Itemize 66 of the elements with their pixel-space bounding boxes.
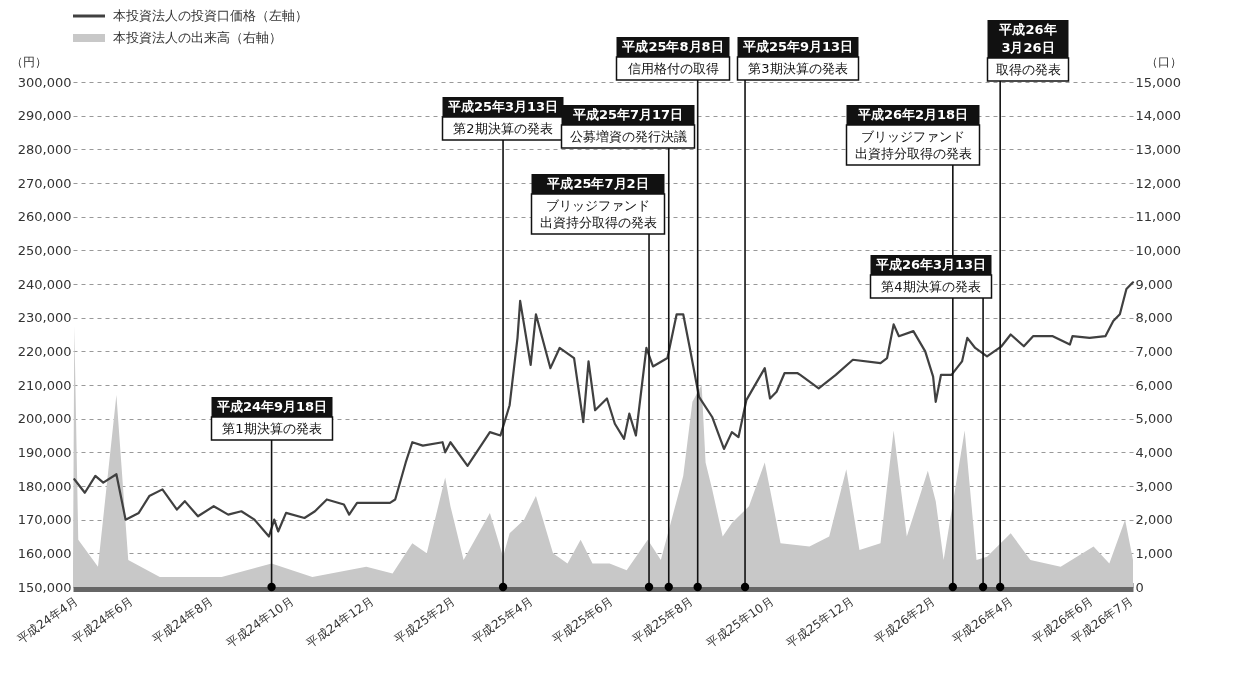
text: 平成26年3月26日 [998,22,1057,55]
x-tick-label: 平成25年4月 [469,593,536,646]
legend-label: 本投資法人の出来高（右軸） [113,30,282,45]
y2-tick-label: 12,000 [1135,175,1181,191]
text: 平成25年9月13日 [741,39,854,54]
text: 平成25年8月8日 [621,39,724,54]
y-tick-label: 210,000 [17,377,72,393]
annotation: 第4期決算の発表 [881,278,981,294]
line-series [73,281,1135,538]
y2-tick-label: 4,000 [1135,444,1173,460]
annotation: 公募増資の発行決議 [569,128,687,144]
annotation: 平成25年7月17日 [571,107,684,122]
y-tick-label: 270,000 [17,175,72,191]
y2-tick-label: 11,000 [1135,209,1181,225]
y-tick-label: 170,000 [17,512,72,528]
annotation: ブリッジファンド出資持分取得の発表 [854,128,972,161]
y-tick-label: 300,000 [17,74,72,90]
x-tick-label: 平成25年10月 [703,593,777,651]
y-tick-label: 180,000 [17,478,72,494]
annotation: 第3期決算の発表 [748,60,848,76]
y2-tick-label: 7,000 [1135,343,1173,359]
annotation: 信用格付の取得 [627,60,719,76]
y-tick-label: 220,000 [17,343,72,359]
annotation: 平成26年2月18日 [856,107,969,122]
y2-tick-label: 8,000 [1135,310,1173,326]
x-tick-label: 平成26年4月 [949,593,1016,646]
annotation: 平成25年3月13日 [446,99,559,114]
y2-tick-label: 0 [1135,579,1144,595]
y2-axis-title: （口） [1145,54,1182,69]
y2-tick-label: 3,000 [1135,478,1173,494]
y2-tick-label: 5,000 [1135,411,1173,427]
y-tick-label: 150,000 [17,579,72,595]
y-axis-title: （円） [10,54,47,69]
y2-tick-label: 1,000 [1135,545,1173,561]
annotation: 平成26年3月13日 [874,257,987,272]
annotation: 取得の発表 [995,61,1061,77]
y2-tick-label: 15,000 [1135,74,1181,90]
annotation: 第2期決算の発表 [453,120,553,136]
y-tick-label: 230,000 [17,310,72,326]
annotation: 平成25年7月2日 [546,176,649,191]
x-tick-label: 平成24年12月 [303,593,377,651]
x-tick-label: 平成25年12月 [783,593,857,651]
annotation: 第1期決算の発表 [222,420,322,436]
y2-tick-label: 6,000 [1135,377,1173,393]
y-tick-label: 190,000 [17,444,72,460]
y-tick-label: 260,000 [17,209,72,225]
y-tick-label: 250,000 [17,242,72,258]
x-tick-label: 平成24年10月 [223,593,297,651]
y2-tick-label: 2,000 [1135,512,1173,528]
x-tick-label: 平成25年6月 [549,593,616,646]
annotation: 平成24年9月18日 [215,399,328,414]
y2-tick-label: 14,000 [1135,108,1181,124]
y-tick-label: 200,000 [17,411,72,427]
x-tick-label: 平成25年2月 [391,593,458,646]
y-tick-label: 240,000 [17,276,72,292]
y2-tick-label: 13,000 [1135,141,1181,157]
annotation: ブリッジファンド出資持分取得の発表 [539,197,657,230]
legend-label: 本投資法人の投資口価格（左軸） [113,8,308,23]
x-tick-label: 平成25年8月 [629,593,696,646]
y2-tick-label: 9,000 [1135,276,1173,292]
y-tick-label: 280,000 [17,141,72,157]
y2-tick-label: 10,000 [1135,242,1181,258]
y-tick-label: 290,000 [17,108,72,124]
y-tick-label: 160,000 [17,545,72,561]
x-tick-label: 平成24年8月 [149,593,216,646]
x-tick-label: 平成26年2月 [871,593,938,646]
